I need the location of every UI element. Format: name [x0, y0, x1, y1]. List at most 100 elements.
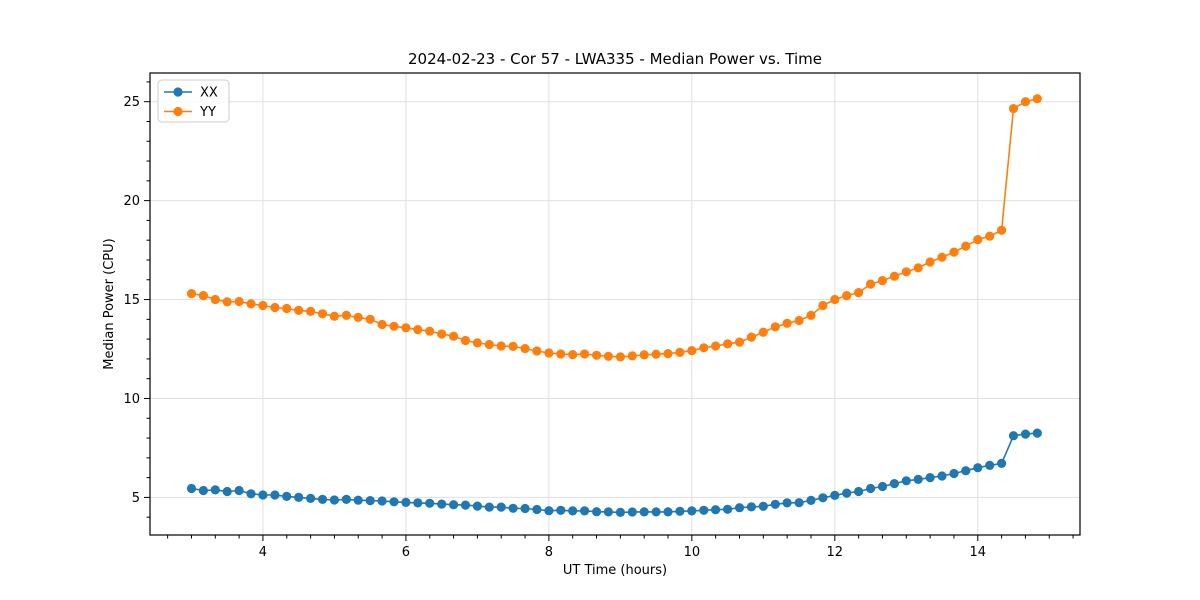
data-point: [437, 499, 447, 509]
grid-lines: [150, 73, 1080, 535]
data-point: [758, 327, 768, 337]
data-point: [687, 346, 697, 356]
data-point: [818, 493, 828, 503]
data-point: [627, 351, 637, 361]
data-point: [592, 507, 602, 517]
data-point: [866, 483, 876, 494]
legend-marker: [173, 87, 183, 97]
data-point: [556, 349, 566, 359]
data-point: [329, 311, 339, 321]
data-point: [734, 503, 745, 513]
data-point: [246, 299, 256, 309]
data-point: [651, 507, 661, 517]
data-point: [425, 498, 435, 508]
data-point: [520, 503, 530, 514]
legend-entry-YY: YY: [199, 105, 216, 120]
data-point: [508, 341, 518, 351]
data-point: [830, 490, 840, 500]
data-point: [580, 506, 590, 516]
data-point: [842, 291, 852, 301]
data-point: [782, 318, 792, 328]
data-point: [568, 506, 578, 516]
y-axis-label: Median Power (CPU): [102, 238, 117, 369]
data-point: [1008, 104, 1019, 114]
legend-box: [157, 79, 230, 123]
data-point: [341, 494, 351, 504]
x-tick-label: 14: [970, 545, 987, 560]
data-point: [699, 505, 709, 515]
data-point: [317, 309, 328, 319]
data-point: [568, 350, 578, 360]
y-tick-label: 25: [123, 95, 140, 110]
data-point: [198, 485, 208, 496]
data-point: [389, 497, 399, 507]
data-point: [198, 291, 208, 301]
data-point: [317, 494, 328, 504]
data-point: [1008, 431, 1019, 441]
data-point: [186, 483, 197, 494]
data-point: [1020, 429, 1031, 439]
data-point: [937, 252, 947, 262]
data-point: [556, 505, 566, 515]
data-point: [425, 326, 435, 336]
x-tick-label: 8: [545, 545, 553, 560]
data-point: [449, 331, 459, 341]
data-point: [663, 349, 673, 359]
data-point: [353, 312, 363, 322]
data-point: [496, 502, 506, 512]
data-point: [794, 315, 804, 326]
x-tick-label: 6: [402, 545, 410, 560]
data-point: [484, 502, 494, 512]
data-point: [985, 231, 995, 241]
data-point: [639, 350, 649, 360]
data-point: [913, 474, 923, 484]
data-point: [580, 349, 590, 359]
data-point: [389, 321, 399, 331]
data-point: [484, 339, 494, 350]
data-point: [627, 507, 637, 517]
data-point: [270, 302, 280, 313]
data-point: [270, 490, 280, 500]
data-point: [806, 495, 816, 505]
data-point: [186, 289, 197, 299]
data-point: [997, 458, 1007, 468]
data-point: [842, 488, 852, 498]
data-point: [603, 507, 614, 517]
data-point: [723, 504, 733, 514]
data-point: [925, 257, 935, 267]
data-point: [449, 500, 459, 510]
data-point: [901, 476, 911, 486]
legend-entry-XX: XX: [200, 86, 218, 101]
data-point: [258, 490, 268, 500]
data-point: [639, 507, 649, 517]
data-point: [925, 473, 935, 483]
data-point: [746, 332, 757, 342]
data-point: [651, 349, 661, 359]
data-point: [282, 303, 292, 314]
data-point: [520, 344, 530, 354]
chart-title: 2024-02-23 - Cor 57 - LWA335 - Median Po…: [408, 50, 822, 68]
data-point: [961, 466, 971, 476]
data-point: [592, 350, 602, 360]
data-point: [1032, 94, 1042, 104]
data-point: [1020, 97, 1031, 107]
series-YY: [186, 94, 1042, 362]
data-point: [770, 499, 780, 509]
data-point: [889, 271, 900, 281]
y-tick-label: 5: [132, 491, 140, 506]
data-point: [329, 495, 339, 505]
data-point: [746, 502, 757, 512]
data-point: [246, 489, 256, 499]
data-point: [294, 305, 304, 315]
data-point: [806, 310, 816, 320]
data-point: [1032, 428, 1042, 438]
tick-labels: 4 6 8 10 12 14 5 10 15 20 25: [123, 95, 986, 560]
legend-marker: [173, 106, 183, 117]
data-point: [413, 498, 423, 508]
data-point: [413, 325, 423, 335]
data-point: [830, 294, 840, 305]
data-point: [306, 493, 316, 503]
data-point: [949, 247, 959, 257]
data-point: [973, 463, 983, 473]
